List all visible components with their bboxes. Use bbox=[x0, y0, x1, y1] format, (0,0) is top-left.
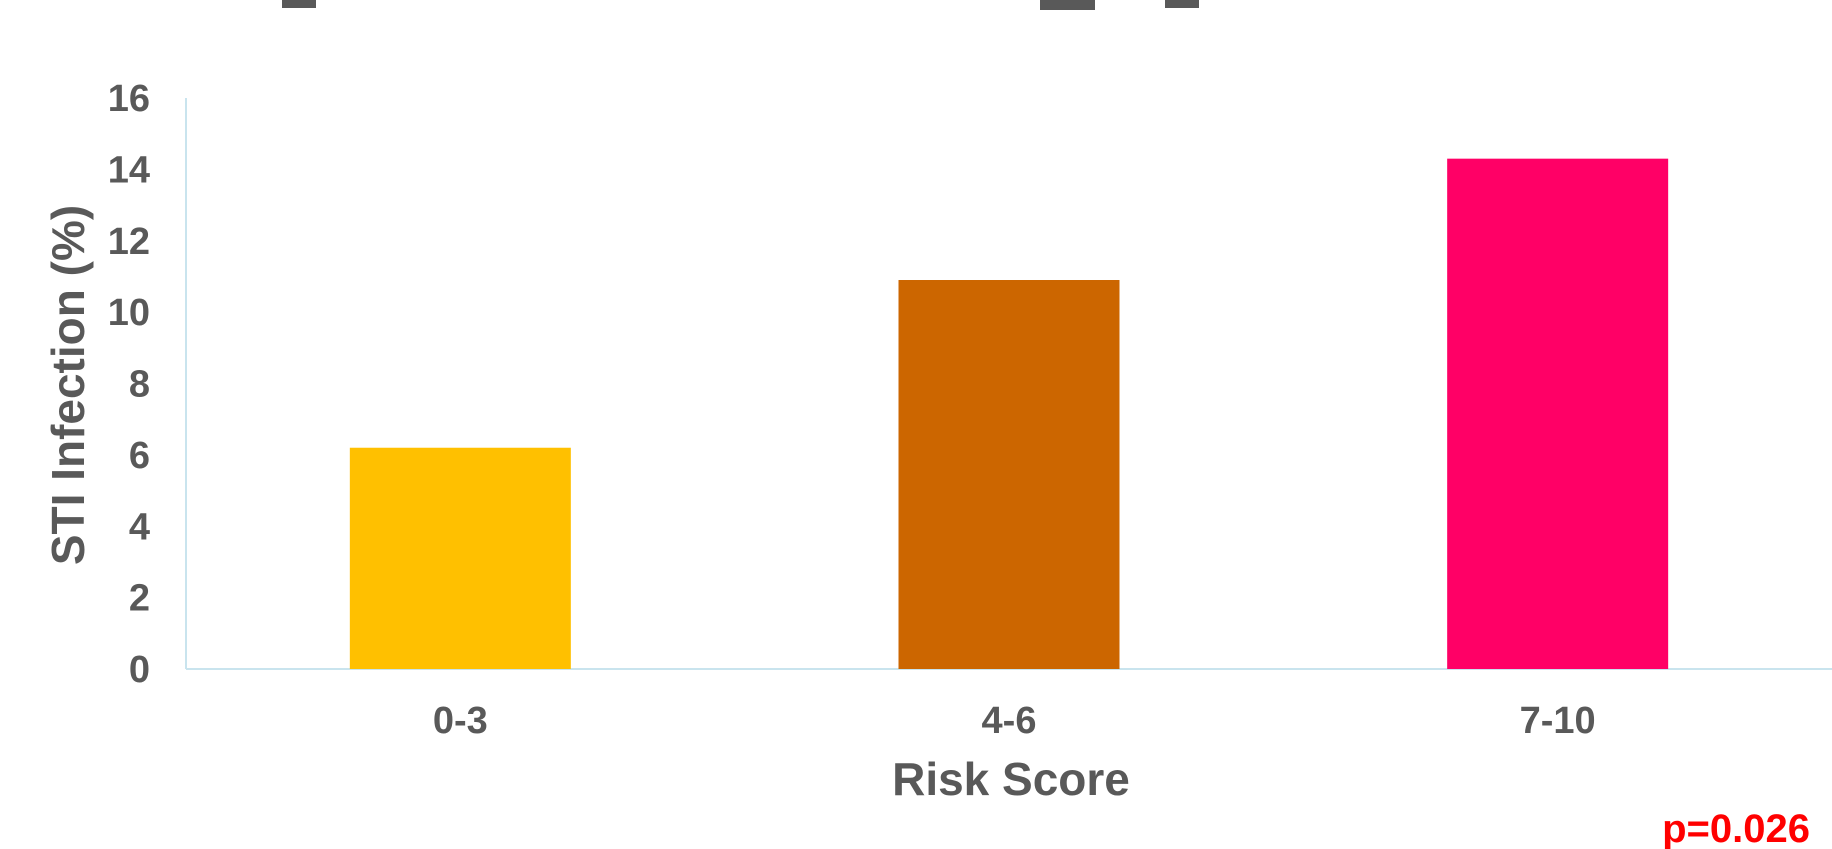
y-tick-label: 4 bbox=[129, 506, 150, 548]
bars bbox=[349, 158, 1669, 669]
x-tick-label: 0-3 bbox=[433, 700, 488, 742]
cropped-title-fragment-1 bbox=[282, 0, 316, 8]
y-tick-labels: 0 2 4 6 8 10 12 14 16 bbox=[108, 78, 150, 691]
cropped-title-fragment-3 bbox=[1165, 0, 1199, 8]
x-tick-label: 7-10 bbox=[1520, 700, 1596, 742]
bar-0-3 bbox=[349, 447, 571, 669]
y-tick-label: 0 bbox=[129, 649, 150, 691]
cropped-title-fragments bbox=[282, 0, 1199, 10]
y-tick-label: 16 bbox=[108, 78, 150, 120]
y-tick-label: 8 bbox=[129, 364, 150, 406]
y-axis-title: STI Infection (%) bbox=[42, 205, 94, 565]
y-tick-label: 14 bbox=[108, 149, 150, 191]
y-tick-label: 2 bbox=[129, 578, 150, 620]
p-value-annotation: p=0.026 bbox=[1662, 807, 1810, 849]
y-tick-label: 6 bbox=[129, 435, 150, 477]
x-tick-labels: 0-3 4-6 7-10 bbox=[433, 700, 1596, 742]
cropped-title-fragment-2 bbox=[1040, 0, 1095, 10]
bar-4-6 bbox=[898, 280, 1120, 669]
y-tick-label: 10 bbox=[108, 292, 150, 334]
x-tick-label: 4-6 bbox=[982, 700, 1037, 742]
x-axis-title: Risk Score bbox=[892, 753, 1130, 805]
plot-area: 0 2 4 6 8 10 12 14 16 0-3 4-6 7-10 bbox=[108, 78, 1832, 742]
bar-7-10 bbox=[1447, 158, 1669, 669]
y-tick-label: 12 bbox=[108, 221, 150, 263]
